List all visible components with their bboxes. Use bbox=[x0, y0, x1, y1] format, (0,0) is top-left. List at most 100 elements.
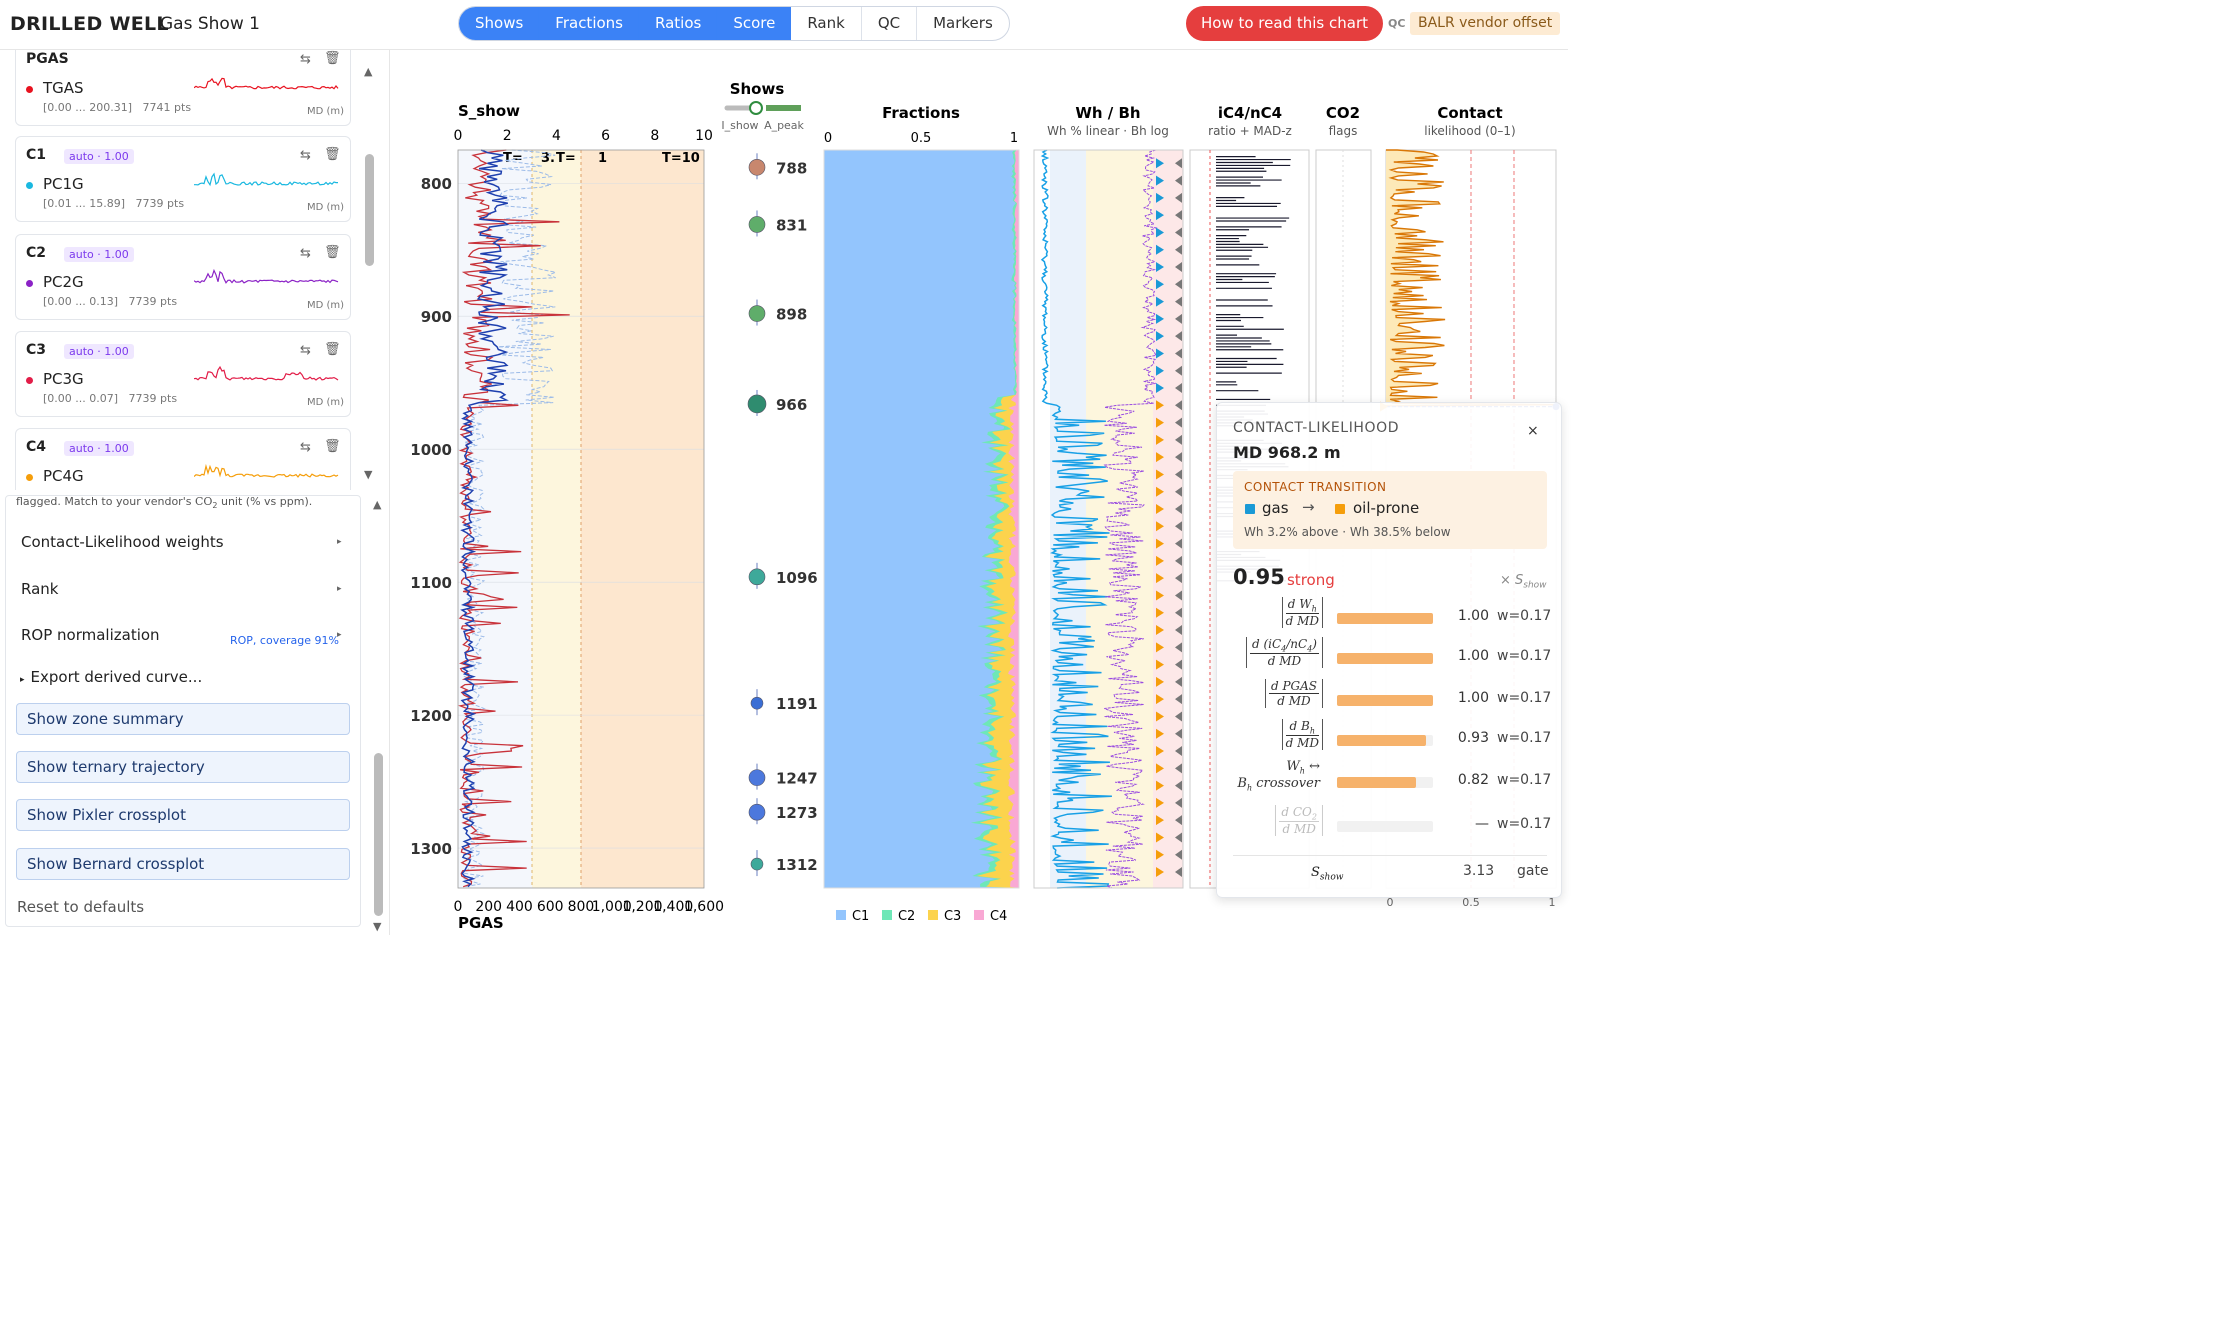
scroll-down-icon[interactable]: ▼ bbox=[372, 919, 382, 933]
show-event-marker bbox=[748, 568, 766, 586]
swap-icon[interactable]: ⇆ bbox=[299, 245, 311, 261]
trash-icon[interactable]: 🗑 bbox=[323, 50, 341, 66]
curve-range: [0.00 ... 0.07] 7739 pts bbox=[42, 391, 178, 405]
rop-coverage-info: ROP, coverage 91% bbox=[229, 633, 339, 647]
curve-card-pc1g[interactable]: C1 auto · 1.00 ⇆ 🗑 PC1G [0.01 ... 15.89] … bbox=[14, 135, 351, 222]
tab-fractions[interactable]: Fractions bbox=[539, 6, 639, 40]
trash-icon[interactable]: 🗑 bbox=[323, 244, 341, 260]
transition-heading: CONTACT TRANSITION bbox=[1243, 479, 1387, 494]
curve-card-pc3g[interactable]: C3 auto · 1.00 ⇆ 🗑 PC3G [0.00 ... 0.07] 7… bbox=[14, 330, 351, 417]
tab-markers[interactable]: Markers bbox=[933, 13, 993, 32]
zone-flag-marker bbox=[1155, 867, 1164, 878]
swap-icon[interactable]: ⇆ bbox=[299, 147, 311, 163]
legend-swatch bbox=[881, 909, 892, 920]
trash-icon[interactable]: 🗑 bbox=[323, 341, 341, 357]
swap-icon[interactable]: ⇆ bbox=[299, 51, 311, 67]
zone-flag-marker bbox=[1174, 711, 1182, 722]
zone-flag-marker bbox=[1155, 504, 1164, 515]
scale-badge[interactable]: auto · 1.00 bbox=[63, 343, 134, 359]
pgas-bottom-tick: 1,000 bbox=[592, 899, 632, 915]
legend-swatch bbox=[927, 909, 938, 920]
zone-flag-marker bbox=[1155, 573, 1164, 584]
contact-tick: 0 bbox=[1386, 896, 1393, 909]
trash-icon[interactable]: 🗑 bbox=[323, 146, 341, 162]
tab-score[interactable]: Score bbox=[717, 6, 792, 40]
zone-flag-marker bbox=[1174, 521, 1182, 532]
fraction-legend-label: C3 bbox=[944, 909, 961, 924]
scroll-up-icon[interactable]: ▲ bbox=[372, 497, 382, 511]
zone-flag-marker bbox=[1155, 262, 1164, 273]
expand-arrow-icon[interactable]: ▸ bbox=[336, 629, 342, 640]
swap-icon[interactable]: ⇆ bbox=[299, 342, 311, 358]
depth-tick-label: 800 bbox=[421, 175, 452, 193]
scale-badge[interactable]: auto · 1.00 bbox=[63, 148, 134, 164]
contact-area bbox=[1385, 149, 1556, 406]
show-depth-label: 788 bbox=[776, 159, 807, 177]
settings-scrollbar[interactable] bbox=[373, 752, 383, 916]
curve-sparkline bbox=[193, 463, 339, 478]
scroll-up-icon[interactable]: ▲ bbox=[363, 64, 373, 78]
how-to-read-button[interactable]: How to read this chart bbox=[1185, 5, 1383, 41]
zone-flag-marker bbox=[1174, 313, 1182, 324]
vendor-offset-badge[interactable]: BALR vendor offset bbox=[1409, 11, 1561, 35]
pgas-bottom-tick: 200 bbox=[475, 899, 502, 915]
show-zone-summary-button[interactable]: Show zone summary bbox=[15, 702, 350, 735]
bh-curve bbox=[1103, 149, 1158, 889]
zone-flag-marker bbox=[1155, 313, 1164, 324]
show-pixler-crossplot-button[interactable]: Show Pixler crossplot bbox=[15, 798, 350, 831]
zone-flag-marker bbox=[1174, 158, 1182, 169]
sshow-top-tick: 4 bbox=[552, 128, 561, 144]
sshow-top-tick: 10 bbox=[695, 128, 713, 144]
zone-flag-marker bbox=[1174, 867, 1182, 878]
zone-flag-marker bbox=[1174, 746, 1182, 757]
zone-flag-marker bbox=[1155, 555, 1164, 566]
zone-flag-marker bbox=[1155, 538, 1164, 549]
term-value: — bbox=[1474, 815, 1489, 832]
zone-flag-marker bbox=[1155, 521, 1164, 532]
zone-flag-marker bbox=[1155, 797, 1164, 808]
show-depth-label: 898 bbox=[776, 306, 807, 324]
pgas-bottom-tick: 1,400 bbox=[653, 899, 693, 915]
close-icon[interactable]: × bbox=[1526, 422, 1539, 439]
term-formula: d PGAS d MD bbox=[1264, 678, 1323, 708]
export-derived-curve[interactable]: ▸ Export derived curve... bbox=[19, 667, 203, 686]
term-weight: w=0.17 bbox=[1496, 815, 1552, 832]
expand-arrow-icon[interactable]: ▸ bbox=[336, 536, 342, 547]
zone-flag-marker bbox=[1155, 400, 1164, 411]
reset-to-defaults-link[interactable]: Reset to defaults bbox=[16, 897, 145, 916]
tab-ratios[interactable]: Ratios bbox=[638, 6, 718, 40]
scale-badge[interactable]: auto · 1.00 bbox=[63, 246, 134, 262]
expand-arrow-icon[interactable]: ▸ bbox=[336, 583, 342, 594]
trash-icon[interactable]: 🗑 bbox=[323, 438, 341, 454]
fraction-c4 bbox=[1008, 149, 1019, 888]
swap-icon[interactable]: ⇆ bbox=[299, 439, 311, 455]
term-bar bbox=[1336, 776, 1416, 788]
term-bar bbox=[1336, 612, 1433, 624]
tab-qc[interactable]: QC bbox=[862, 6, 918, 40]
oil-swatch bbox=[1334, 503, 1345, 514]
tab-rank[interactable]: Rank bbox=[791, 6, 862, 40]
times-sshow: × Sshow bbox=[1499, 572, 1547, 591]
zone-flag-marker bbox=[1174, 417, 1182, 428]
curve-card-tgas[interactable]: PGAS ⇆ 🗑 TGAS [0.00 ... 200.31] 7741 pts… bbox=[14, 49, 351, 126]
axis-label: MD (m) bbox=[306, 105, 345, 117]
show-event-marker bbox=[748, 216, 766, 233]
contact-likelihood-popup: CONTACT-LIKELIHOOD × MD 968.2 m CONTACT … bbox=[1215, 401, 1562, 898]
axis-label: MD (m) bbox=[306, 396, 345, 408]
rop-section[interactable]: ROP normalization bbox=[20, 625, 160, 644]
rank-section[interactable]: Rank bbox=[20, 579, 59, 598]
curve-list: PGAS ⇆ 🗑 TGAS [0.00 ... 200.31] 7741 pts… bbox=[0, 49, 360, 490]
curve-card-pc2g[interactable]: C2 auto · 1.00 ⇆ 🗑 PC2G [0.00 ... 0.13] 7… bbox=[14, 233, 351, 320]
curve-list-scrollbar[interactable] bbox=[364, 153, 374, 266]
scroll-down-icon[interactable]: ▼ bbox=[363, 467, 373, 481]
contact-title: Contact bbox=[1437, 104, 1502, 122]
scale-badge[interactable]: auto · 1.00 bbox=[63, 440, 134, 456]
contact-curve bbox=[1385, 149, 1556, 407]
fraction-tick: 1 bbox=[1010, 131, 1018, 146]
tab-shows[interactable]: Shows bbox=[458, 6, 540, 40]
zone-flag-marker bbox=[1155, 227, 1164, 238]
show-ternary-trajectory-button[interactable]: Show ternary trajectory bbox=[15, 750, 350, 783]
contact-weights-section[interactable]: Contact-Likelihood weights bbox=[20, 532, 224, 551]
show-bernard-crossplot-button[interactable]: Show Bernard crossplot bbox=[15, 847, 350, 880]
